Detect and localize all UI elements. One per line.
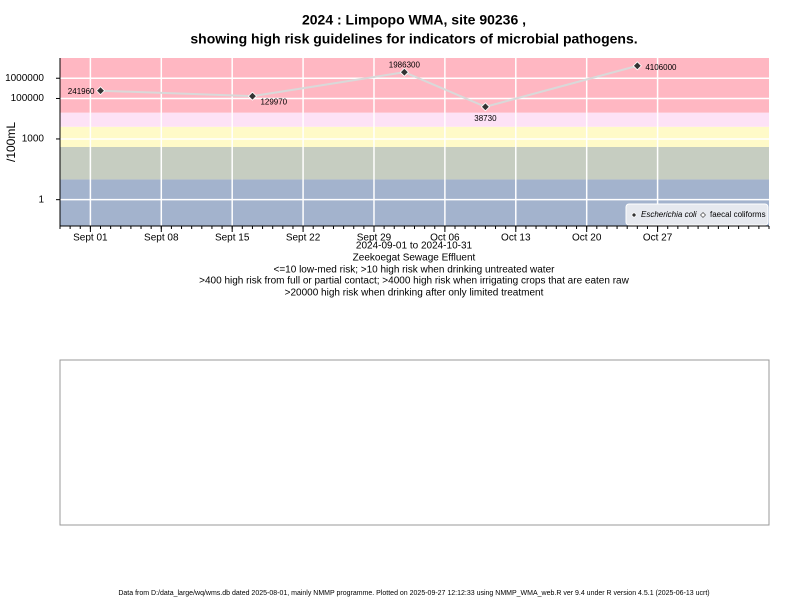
data-label: 129970 xyxy=(260,97,287,106)
x-tick-label: Sept 01 xyxy=(73,233,108,244)
risk-band xyxy=(60,147,769,180)
x-tick-label: Oct 13 xyxy=(501,233,531,244)
legend-label: faecal coliforms xyxy=(710,210,766,219)
data-label: 1986300 xyxy=(389,60,421,69)
legend-label: Escherichia coli xyxy=(641,210,697,219)
y-tick-label: 100000 xyxy=(11,93,45,104)
chart-title: 2024 : Limpopo WMA, site 90236 , xyxy=(302,12,526,28)
data-label: 241960 xyxy=(68,87,95,96)
note: >400 high risk from full or partial cont… xyxy=(199,276,629,287)
data-point xyxy=(247,91,258,101)
y-tick-label: 1 xyxy=(38,194,44,205)
data-label: 38730 xyxy=(474,114,497,123)
y-tick-label: 1000000 xyxy=(5,73,44,84)
data-point xyxy=(399,67,409,77)
y-tick-label: 1000 xyxy=(22,134,45,145)
note: <=10 low-med risk; >10 high risk when dr… xyxy=(274,265,556,276)
empty-panel xyxy=(59,359,770,526)
x-tick-label: Oct 27 xyxy=(643,233,673,244)
x-tick-label: Oct 20 xyxy=(572,233,602,244)
plot-area xyxy=(60,58,769,226)
x-tick-label: Sept 29 xyxy=(357,233,392,244)
date-range: 2024-09-01 to 2024-10-31 xyxy=(356,241,473,252)
note: >20000 high risk when drinking after onl… xyxy=(285,288,544,299)
x-tick-label: Sept 22 xyxy=(286,233,321,244)
x-tick-label: Sept 15 xyxy=(215,233,250,244)
x-tick-label: Oct 06 xyxy=(430,233,460,244)
y-axis-label: /100mL xyxy=(4,122,18,162)
risk-band xyxy=(60,126,769,148)
risk-band xyxy=(60,112,769,127)
legend-box xyxy=(625,203,769,226)
x-tick-label: Sept 08 xyxy=(144,233,179,244)
legend-marker xyxy=(631,212,637,218)
site-name: Zeekoegat Sewage Effluent xyxy=(353,253,476,264)
chart-subtitle: showing high risk guidelines for indicat… xyxy=(190,31,637,47)
data-point xyxy=(95,86,106,96)
legend-marker xyxy=(700,212,706,218)
data-label: 4106000 xyxy=(645,63,677,72)
data-point xyxy=(480,102,490,112)
risk-band xyxy=(60,58,769,113)
data-point xyxy=(632,61,642,71)
footer: Data from D:/data_large/wq/wms.db dated … xyxy=(118,590,709,597)
